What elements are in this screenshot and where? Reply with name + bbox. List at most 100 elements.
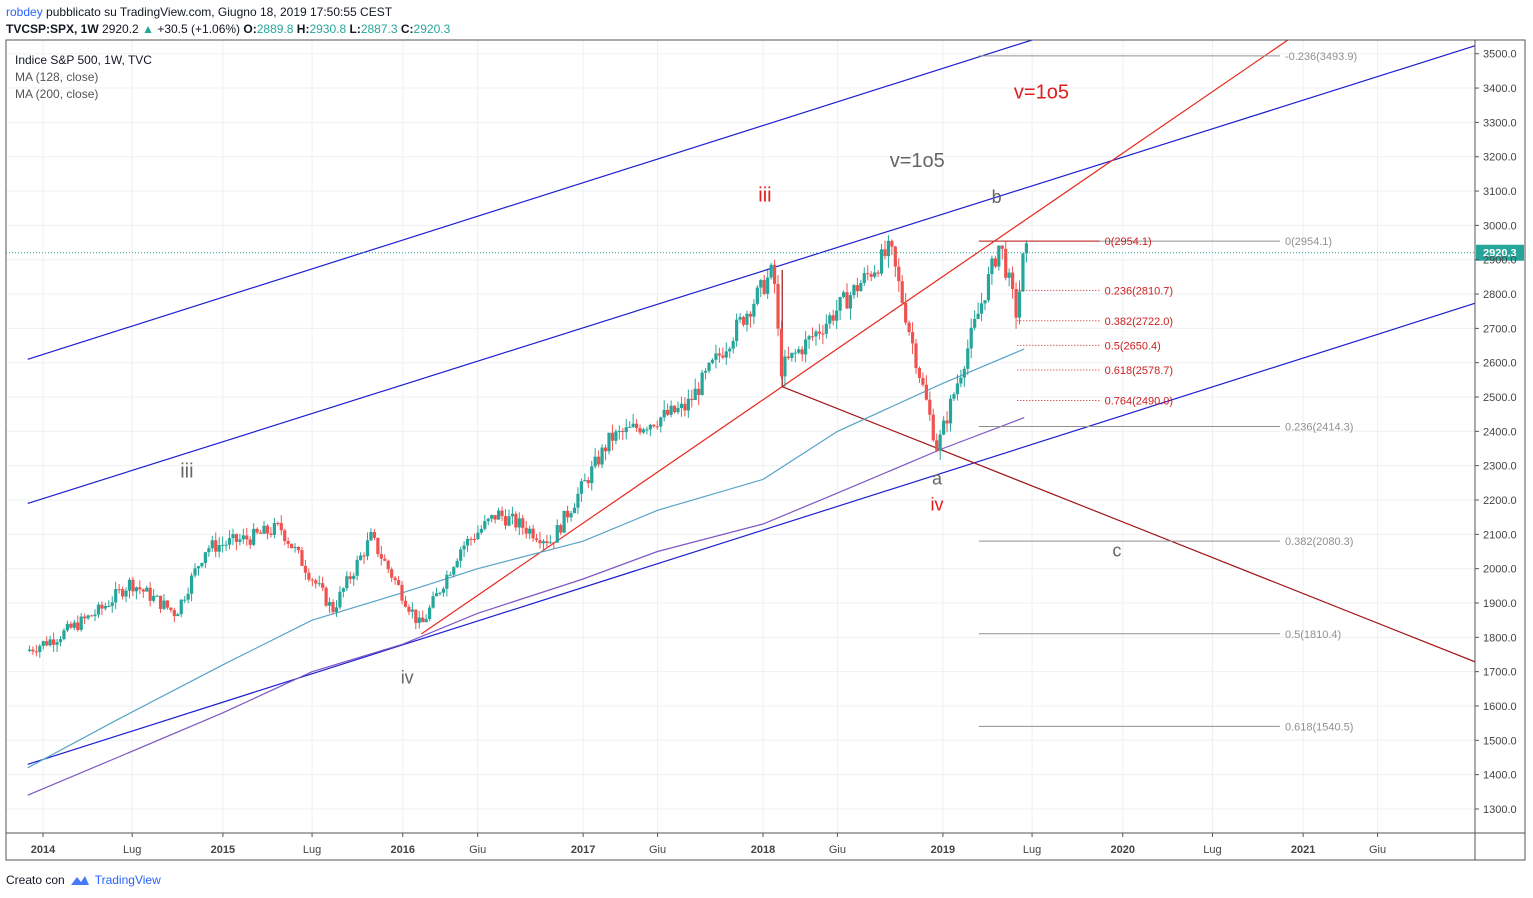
candle-body bbox=[728, 348, 732, 352]
candle-body bbox=[152, 595, 156, 601]
candle-body bbox=[45, 641, 49, 646]
candle-body bbox=[472, 539, 477, 541]
candle-body bbox=[383, 558, 387, 561]
y-tick-label: 1300.0 bbox=[1483, 804, 1517, 816]
candle-body bbox=[27, 649, 32, 652]
candle-body bbox=[331, 601, 335, 613]
candle-body bbox=[134, 587, 138, 592]
candle-body bbox=[500, 510, 504, 517]
x-tick-label: 2021 bbox=[1291, 844, 1315, 856]
candle-body bbox=[531, 528, 535, 539]
candle-body bbox=[890, 240, 894, 247]
candle-body bbox=[666, 409, 670, 415]
candle-body bbox=[810, 336, 815, 338]
last-price-label: 2920.3 bbox=[1483, 248, 1517, 260]
candle-body bbox=[876, 272, 880, 274]
candle-body bbox=[1024, 243, 1029, 254]
candle-body bbox=[169, 607, 173, 611]
y-tick-label: 2700.0 bbox=[1483, 323, 1517, 335]
candle-body bbox=[31, 649, 35, 652]
candle-body bbox=[490, 515, 494, 519]
candle-body bbox=[738, 317, 742, 320]
y-tick-label: 1600.0 bbox=[1483, 701, 1517, 713]
wave-label: v=1o5 bbox=[890, 150, 945, 172]
fib-red-label: 0.236(2810.7) bbox=[1105, 285, 1174, 297]
candle-body bbox=[93, 614, 97, 617]
candle-body bbox=[797, 349, 801, 353]
candle-body bbox=[238, 539, 242, 542]
candle-body bbox=[348, 576, 352, 580]
close-label: C: bbox=[400, 22, 414, 36]
candle-body bbox=[883, 249, 887, 257]
candle-body bbox=[221, 544, 225, 546]
candle-body bbox=[434, 593, 439, 597]
candle-body bbox=[804, 339, 808, 355]
candle-body bbox=[607, 432, 611, 452]
candle-body bbox=[265, 525, 270, 534]
fib-red-label: 0(2954.1) bbox=[1105, 236, 1152, 248]
legend-ma200[interactable]: MA (200, close) bbox=[15, 87, 99, 101]
candle-body bbox=[493, 515, 497, 520]
candle-body bbox=[841, 292, 846, 298]
candle-body bbox=[283, 530, 287, 542]
last-price: 2920.2 bbox=[102, 22, 139, 36]
candle-body bbox=[459, 549, 463, 561]
tradingview-logo-icon bbox=[70, 876, 89, 885]
candle-body bbox=[1004, 248, 1008, 278]
candle-body bbox=[993, 258, 997, 267]
y-tick-label: 3000.0 bbox=[1483, 220, 1517, 232]
candle-body bbox=[89, 615, 94, 617]
candle-body bbox=[938, 434, 942, 451]
candle-body bbox=[631, 423, 635, 427]
candle-body bbox=[390, 569, 394, 578]
candle-body bbox=[731, 340, 735, 349]
candle-body bbox=[469, 538, 473, 540]
candle-body bbox=[593, 456, 597, 467]
y-tick-label: 3300.0 bbox=[1483, 117, 1517, 129]
legend-ma128[interactable]: MA (128, close) bbox=[15, 70, 99, 84]
candle-body bbox=[1000, 245, 1004, 249]
x-tick-label: 2018 bbox=[751, 844, 775, 856]
candle-body bbox=[55, 642, 59, 645]
wave-label: v=1o5 bbox=[1014, 81, 1069, 103]
y-tick-label: 3500.0 bbox=[1483, 49, 1517, 61]
symbol-line: TVCSP:SPX, 1W 2920.2 ▲ +30.5 (+1.06%) O:… bbox=[6, 22, 450, 36]
candle-body bbox=[317, 583, 321, 585]
footer-brand-link[interactable]: TradingView bbox=[94, 873, 161, 887]
candle-body bbox=[659, 417, 663, 427]
x-tick-label: 2015 bbox=[211, 844, 235, 856]
candle-body bbox=[341, 588, 345, 592]
candle-body bbox=[555, 525, 559, 543]
candle-body bbox=[548, 542, 552, 544]
candle-body bbox=[148, 587, 152, 601]
author-link[interactable]: robdey bbox=[6, 5, 43, 19]
trendlines-layer bbox=[27, 40, 1475, 765]
candle-body bbox=[579, 481, 583, 494]
x-tick-label: 2020 bbox=[1111, 844, 1135, 856]
chart-legend-title[interactable]: Indice S&P 500, 1W, TVC bbox=[15, 53, 152, 67]
y-tick-label: 3100.0 bbox=[1483, 186, 1517, 198]
candle-body bbox=[583, 480, 587, 482]
candle-body bbox=[376, 537, 380, 555]
candle-body bbox=[124, 590, 128, 597]
chart-frame bbox=[5, 39, 1526, 861]
candle-body bbox=[165, 600, 170, 608]
candle-body bbox=[393, 577, 397, 581]
candle-body bbox=[710, 359, 715, 363]
candle-body bbox=[552, 542, 556, 544]
candle-body bbox=[603, 447, 608, 452]
candle-body bbox=[534, 538, 539, 541]
candle-body bbox=[231, 534, 235, 539]
y-tick-label: 2100.0 bbox=[1483, 529, 1517, 541]
candle-body bbox=[131, 579, 135, 592]
candle-body bbox=[207, 548, 211, 553]
candle-body bbox=[655, 426, 659, 428]
candle-body bbox=[752, 303, 756, 317]
candle-body bbox=[69, 623, 73, 628]
candle-body bbox=[928, 399, 932, 415]
candle-body bbox=[979, 303, 984, 314]
candle-body bbox=[34, 651, 38, 653]
candle-body bbox=[521, 518, 525, 528]
candle-body bbox=[821, 333, 825, 335]
